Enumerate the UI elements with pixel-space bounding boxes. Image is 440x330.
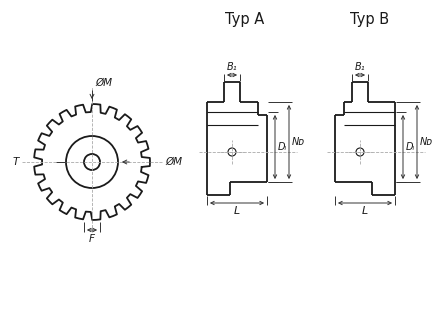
Text: Dₗ: Dₗ (406, 142, 415, 152)
Text: B₁: B₁ (355, 62, 365, 72)
Text: Typ B: Typ B (350, 12, 389, 27)
Text: B₁: B₁ (227, 62, 237, 72)
Text: Nᴅ: Nᴅ (420, 137, 433, 147)
Text: ØM: ØM (165, 157, 182, 167)
Text: L: L (234, 206, 240, 216)
Text: L: L (362, 206, 368, 216)
Text: Nᴅ: Nᴅ (292, 137, 305, 147)
Text: T: T (13, 157, 19, 167)
Text: Typ A: Typ A (225, 12, 264, 27)
Text: Dₗ: Dₗ (278, 142, 287, 152)
Text: F: F (89, 234, 95, 244)
Text: ØM: ØM (95, 78, 112, 88)
